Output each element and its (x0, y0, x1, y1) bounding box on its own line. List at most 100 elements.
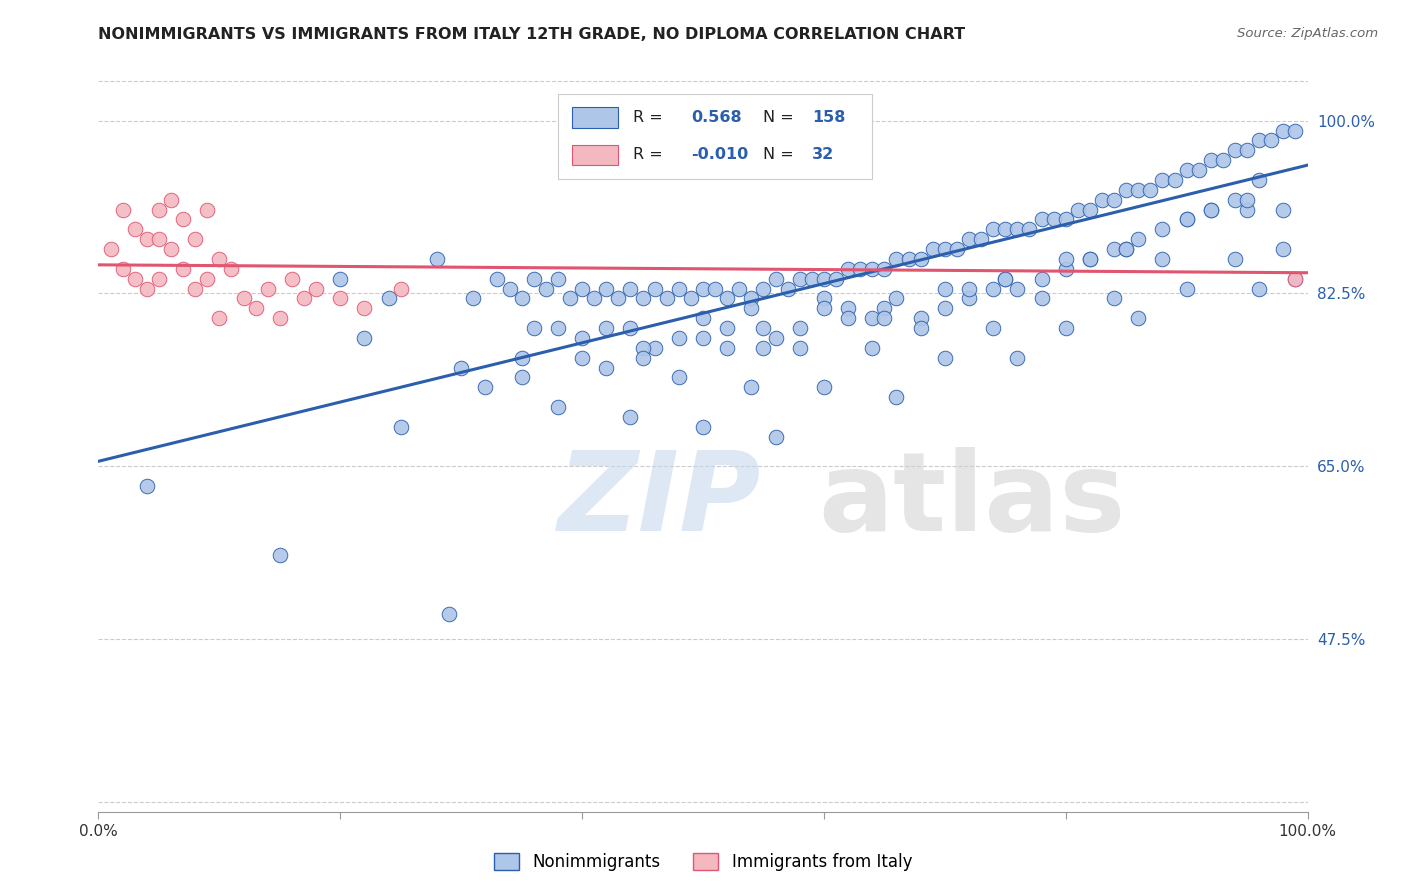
Point (1284, 123, 1306, 137)
Point (353, 301, 375, 316)
Point (135, 232, 157, 246)
Point (148, 232, 170, 246)
Point (1007, 222, 1029, 236)
Point (837, 301, 859, 316)
Point (813, 271, 835, 285)
Point (547, 400, 569, 414)
Point (934, 301, 956, 316)
Point (1102, 193, 1125, 207)
Text: atlas: atlas (818, 447, 1125, 554)
Point (873, 261, 896, 276)
Point (1054, 321, 1077, 335)
Point (837, 261, 859, 276)
Point (1249, 133, 1271, 147)
Point (1236, 144, 1258, 158)
Point (208, 311, 231, 326)
Point (1031, 212, 1053, 227)
Point (631, 341, 654, 355)
Point (305, 281, 328, 295)
Point (873, 301, 896, 316)
Point (523, 321, 546, 335)
Point (1223, 252, 1246, 266)
Point (1102, 242, 1125, 256)
Point (1175, 212, 1198, 227)
Point (619, 281, 641, 295)
Point (970, 232, 993, 246)
Point (172, 212, 194, 227)
Point (776, 281, 799, 295)
Point (486, 271, 509, 285)
Point (1078, 252, 1101, 266)
Point (292, 292, 315, 306)
Point (668, 370, 690, 384)
Point (668, 331, 690, 345)
Point (886, 390, 908, 404)
Point (595, 281, 617, 295)
Point (825, 271, 848, 285)
Point (1102, 292, 1125, 306)
Point (789, 321, 811, 335)
Point (886, 252, 908, 266)
Text: Source: ZipAtlas.com: Source: ZipAtlas.com (1237, 27, 1378, 40)
Point (1115, 242, 1137, 256)
Point (1175, 163, 1198, 178)
Point (789, 271, 811, 285)
Point (644, 281, 666, 295)
Point (571, 281, 593, 295)
Point (1223, 193, 1246, 207)
Point (583, 292, 606, 306)
Point (765, 429, 787, 443)
Point (631, 292, 654, 306)
Point (728, 281, 751, 295)
Point (765, 331, 787, 345)
Point (910, 311, 932, 326)
Point (1054, 252, 1077, 266)
Point (111, 202, 134, 217)
Point (160, 242, 183, 256)
Point (692, 419, 714, 434)
Point (1054, 261, 1077, 276)
Point (510, 351, 533, 365)
Point (245, 301, 267, 316)
Point (148, 202, 170, 217)
Point (813, 380, 835, 394)
Point (679, 292, 702, 306)
Point (1163, 173, 1185, 187)
Point (232, 292, 254, 306)
Point (692, 281, 714, 295)
Point (860, 311, 883, 326)
Point (1188, 163, 1211, 178)
Point (800, 271, 823, 285)
Point (329, 292, 352, 306)
Point (221, 261, 243, 276)
Point (1223, 144, 1246, 158)
Point (957, 292, 980, 306)
FancyBboxPatch shape (558, 94, 872, 178)
Point (1175, 281, 1198, 295)
Point (1128, 311, 1150, 326)
Point (1284, 271, 1306, 285)
Point (1007, 281, 1029, 295)
Point (1272, 242, 1295, 256)
Point (1212, 153, 1234, 168)
Point (981, 321, 1004, 335)
Point (195, 271, 218, 285)
Point (135, 281, 157, 295)
Point (813, 301, 835, 316)
Point (1078, 252, 1101, 266)
Point (1031, 292, 1053, 306)
Point (208, 252, 231, 266)
Point (389, 281, 412, 295)
Y-axis label: 12th Grade, No Diploma: 12th Grade, No Diploma (0, 349, 7, 534)
Point (957, 281, 980, 295)
Point (740, 380, 762, 394)
Point (1031, 271, 1053, 285)
Point (897, 252, 920, 266)
Point (463, 292, 485, 306)
Point (740, 292, 762, 306)
Point (1018, 222, 1040, 236)
Point (957, 232, 980, 246)
Point (377, 292, 399, 306)
Point (148, 271, 170, 285)
Point (716, 341, 738, 355)
